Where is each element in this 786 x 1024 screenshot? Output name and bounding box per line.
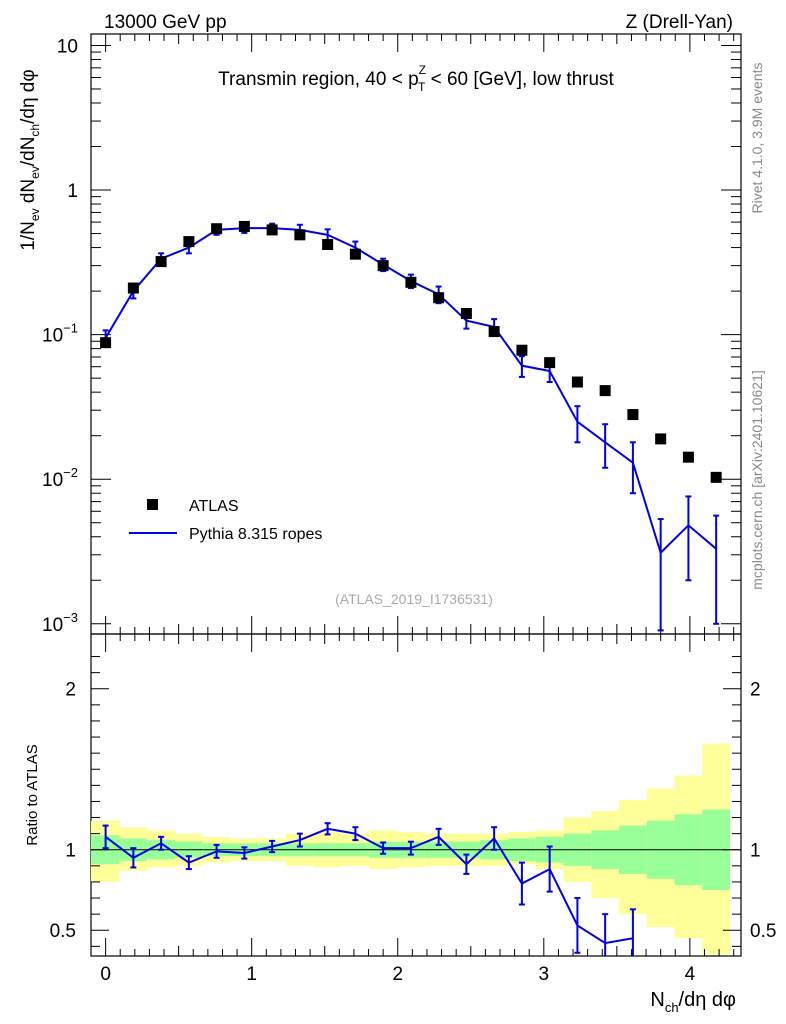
y-tick-label-exponent: −3 [63,610,78,625]
data-point [544,357,556,369]
y-tick-label: 10−3 [42,610,78,636]
ratio-y-tick-label-left: 0.5 [50,921,76,942]
data-point [405,276,417,288]
ratio-y-tick-label-right: 0.5 [750,921,776,942]
data-point [349,248,361,260]
data-point [100,337,112,349]
main-axes: 10 1 10−1 10−2 10−3 [42,34,741,636]
header-right: Z (Drell-Yan) [626,12,733,33]
main-plot-area [100,220,722,632]
ratio-y-tick-label-right: 2 [750,680,761,701]
data-point [599,385,611,397]
data-point [183,236,195,248]
legend-label-pythia: Pythia 8.315 ropes [189,526,322,543]
x-tick-label: 1 [246,964,257,985]
y-tick-label: 10−2 [42,465,78,491]
ratio-axes: 0.5 0.5 1 1 2 2 0 1 2 3 4 [50,634,776,985]
ratio-y-tick-label-right: 1 [750,841,761,862]
data-point [155,256,167,268]
data-point [682,451,694,463]
main-y-axis-label: 1/Nev dNev/dNch/dη dφ [18,69,42,250]
y-tick-label-exponent: −1 [63,321,78,336]
data-point [238,220,250,232]
x-axis-label: Nch/dη dφ [650,989,736,1015]
y-tick-label: 10 [57,36,78,57]
x-tick-label: 0 [100,964,111,985]
plot-title-sub: T [418,80,426,94]
data-point [710,471,722,483]
ratio-panel-frame [90,633,742,957]
legend-marker-atlas [147,499,158,510]
data-point [488,326,500,338]
main-panel-frame [90,33,742,635]
ratio-y-axis-label: Ratio to ATLAS [24,744,41,845]
data-point [266,224,278,236]
legend-label-atlas: ATLAS [189,498,239,515]
plot-title-prefix: Transmin region, 40 < p [218,69,418,90]
plot-title: Transmin region, 40 < pZ T < 60 [GeV], lo… [218,63,614,94]
ratio-y-tick-label-left: 2 [65,680,76,701]
ratio-series-line [105,827,634,945]
y-tick-label-exponent: −2 [63,465,78,480]
x-tick-label: 2 [392,964,403,985]
ratio-series-group [102,822,636,956]
plot-title-suffix: < 60 [GeV], low thrust [425,69,614,90]
data-point [294,229,306,241]
mcplots-label: mcplots.cern.ch [arXiv:2401.10621] [749,370,765,589]
rivet-label: Rivet 4.1.0, 3.9M events [749,63,765,214]
data-point [127,282,139,294]
ratio-y-tick-label-left: 1 [65,841,76,862]
ratio-plot-area [102,822,636,956]
data-point [627,409,639,421]
x-tick-label: 4 [685,964,696,985]
data-point [516,344,528,356]
x-tick-label: 3 [539,964,550,985]
data-point [211,223,223,235]
header-left: 13000 GeV pp [104,12,227,33]
data-point [322,239,334,251]
data-point [460,307,472,319]
plot-title-sup: Z [419,63,426,77]
y-tick-label: 1 [67,181,78,202]
data-point [377,260,389,272]
y-tick-label: 10−1 [42,321,78,347]
analysis-watermark: (ATLAS_2019_I1736531) [335,591,493,607]
data-point [655,433,667,445]
data-point [571,376,583,388]
data-point [433,292,445,304]
